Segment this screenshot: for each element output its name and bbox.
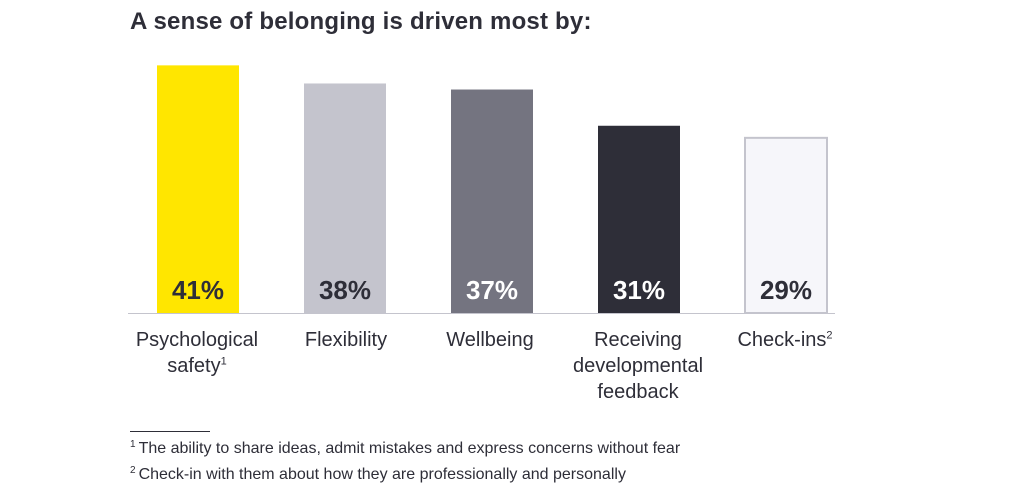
category-label-check-ins: Check-ins2	[737, 329, 833, 351]
bar-5	[744, 136, 828, 314]
category-label-wellbeing: Wellbeing	[446, 329, 534, 351]
bar-2	[304, 83, 386, 313]
footnote-1: 1 The ability to share ideas, admit mista…	[130, 438, 681, 457]
bar-value-label-1: 41%	[172, 275, 224, 305]
bar-value-label-5: 29%	[760, 275, 812, 305]
bar-3	[451, 89, 533, 314]
category-label-psychological-safety: Psychological safety1	[135, 329, 259, 377]
bar-value-label-3: 37%	[466, 275, 518, 305]
category-label-receiving-developmental-feedback: Receiving developmental feedback	[572, 329, 704, 403]
category-label-flexibility: Flexibility	[304, 329, 388, 351]
chart-title: A sense of belonging is driven most by:	[130, 8, 592, 35]
footnote-divider	[130, 431, 210, 432]
bar-1	[157, 65, 239, 313]
bar-4	[598, 125, 680, 313]
bar-value-label-4: 31%	[613, 275, 665, 305]
footnote-2: 2 Check-in with them about how they are p…	[130, 464, 626, 483]
bar-value-label-2: 38%	[319, 275, 371, 305]
